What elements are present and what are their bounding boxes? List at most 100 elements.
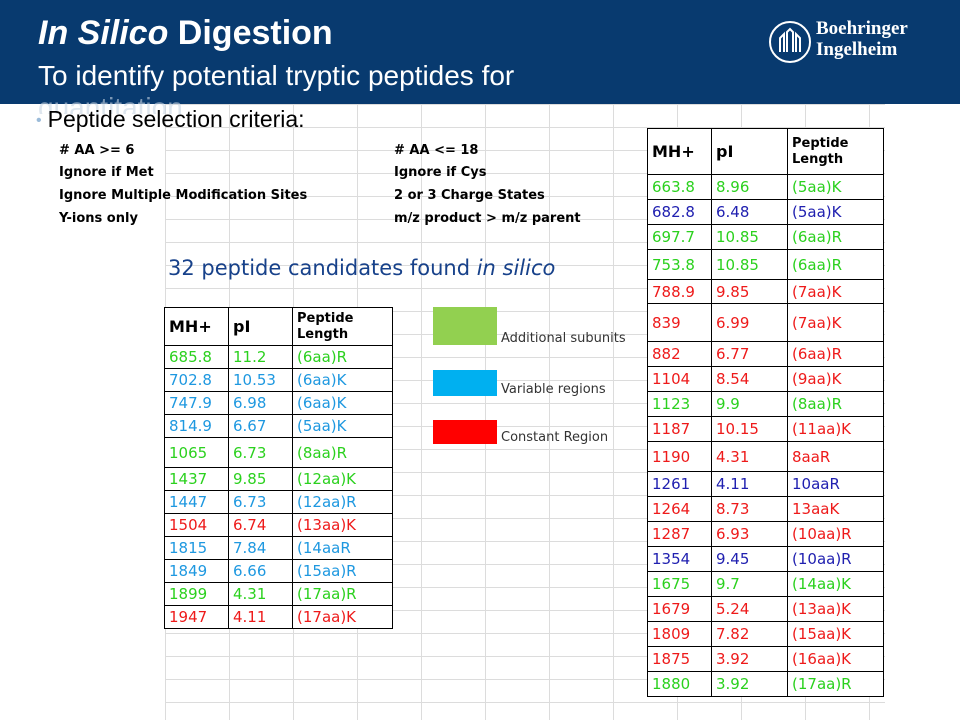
length-cell: (5aa)K <box>787 174 884 200</box>
legend-swatch <box>433 370 497 396</box>
criterion-right-2: Ignore if Cys <box>394 165 487 180</box>
table-row: 1815 7.84 (14aaR <box>164 536 393 560</box>
header-length-line1: Peptide <box>792 135 849 151</box>
length-cell: (15aa)K <box>787 621 884 647</box>
length-cell: 8aaR <box>787 441 884 472</box>
length-cell: (7aa)K <box>787 303 884 342</box>
slide-title-rest: Digestion <box>168 14 333 52</box>
mh-cell: 1264 <box>647 496 712 522</box>
length-cell: (15aa)R <box>292 559 393 583</box>
table-row: 1104 8.54 (9aa)K <box>647 366 884 392</box>
table-row: 1504 6.74 (13aa)K <box>164 513 393 537</box>
mh-cell: 788.9 <box>647 279 712 304</box>
pi-cell: 10.85 <box>711 249 788 280</box>
pi-cell: 6.67 <box>228 414 293 438</box>
table-row: 1190 4.31 8aaR <box>647 441 884 472</box>
criterion-left-4: Y-ions only <box>59 211 138 226</box>
table-row: 1947 4.11 (17aa)K <box>164 605 393 629</box>
header-pi: pI <box>711 128 788 175</box>
legend-swatch <box>433 307 497 345</box>
table-row: 1437 9.85 (12aa)K <box>164 467 393 491</box>
header-length: Peptide Length <box>787 128 884 175</box>
table-row: 747.9 6.98 (6aa)K <box>164 391 393 415</box>
mh-cell: 1899 <box>164 582 229 606</box>
length-cell: (5aa)K <box>787 199 884 225</box>
pi-cell: 8.73 <box>711 496 788 522</box>
pi-cell: 9.85 <box>228 467 293 491</box>
logo-line-2: Ingelheim <box>816 39 898 60</box>
pi-cell: 10.53 <box>228 368 293 392</box>
table-row: 1187 10.15 (11aa)K <box>647 416 884 442</box>
mh-cell: 814.9 <box>164 414 229 438</box>
length-cell: (13aa)K <box>292 513 393 537</box>
criteria-bullet: • Peptide selection criteria: <box>36 106 305 133</box>
mh-cell: 1437 <box>164 467 229 491</box>
legend-label: Additional subunits <box>501 331 626 346</box>
table-row: 1679 5.24 (13aa)K <box>647 596 884 622</box>
legend-label: Constant Region <box>501 430 609 445</box>
table-row: 1065 6.73 (8aa)R <box>164 437 393 468</box>
table-row: 814.9 6.67 (5aa)K <box>164 414 393 438</box>
header-length: Peptide Length <box>292 307 393 346</box>
length-cell: (6aa)K <box>292 368 393 392</box>
mh-cell: 702.8 <box>164 368 229 392</box>
length-cell: (17aa)R <box>292 582 393 606</box>
pi-cell: 3.92 <box>711 646 788 672</box>
length-cell: (17aa)K <box>292 605 393 629</box>
table-row: 682.8 6.48 (5aa)K <box>647 199 884 225</box>
table-row: 1880 3.92 (17aa)R <box>647 671 884 697</box>
mh-cell: 697.7 <box>647 224 712 250</box>
mh-cell: 1287 <box>647 521 712 547</box>
pi-cell: 4.31 <box>711 441 788 472</box>
pi-cell: 6.73 <box>228 437 293 468</box>
pi-cell: 6.73 <box>228 490 293 514</box>
mh-cell: 1849 <box>164 559 229 583</box>
length-cell: (12aa)R <box>292 490 393 514</box>
mh-cell: 685.8 <box>164 345 229 369</box>
table-row: 839 6.99 (7aa)K <box>647 303 884 342</box>
table-row: 1123 9.9 (8aa)R <box>647 391 884 417</box>
mh-cell: 882 <box>647 341 712 367</box>
header-mh: MH+ <box>164 307 229 346</box>
criterion-left-3: Ignore Multiple Modification Sites <box>59 188 308 203</box>
length-cell: (10aa)R <box>787 546 884 572</box>
table-row: 753.8 10.85 (6aa)R <box>647 249 884 280</box>
table-header-row: MH+ pI Peptide Length <box>647 128 884 175</box>
pi-cell: 9.45 <box>711 546 788 572</box>
criteria-heading: Peptide selection criteria: <box>47 106 305 132</box>
legend-label: Variable regions <box>501 382 606 397</box>
pi-cell: 7.82 <box>711 621 788 647</box>
table-row: 685.8 11.2 (6aa)R <box>164 345 393 369</box>
pi-cell: 6.48 <box>711 199 788 225</box>
pi-cell: 10.85 <box>711 224 788 250</box>
pi-cell: 5.24 <box>711 596 788 622</box>
length-cell: (16aa)K <box>787 646 884 672</box>
pi-cell: 3.92 <box>711 671 788 697</box>
candidates-prefix: 32 peptide candidates found <box>168 256 477 280</box>
table-row: 702.8 10.53 (6aa)K <box>164 368 393 392</box>
length-cell: (7aa)K <box>787 279 884 304</box>
length-cell: (14aa)K <box>787 571 884 597</box>
pi-cell: 6.99 <box>711 303 788 342</box>
mh-cell: 839 <box>647 303 712 342</box>
table-row: 1899 4.31 (17aa)R <box>164 582 393 606</box>
header-mh: MH+ <box>647 128 712 175</box>
mh-cell: 663.8 <box>647 174 712 200</box>
pi-cell: 8.54 <box>711 366 788 392</box>
header-length-line2: Length <box>792 151 844 167</box>
table-row: 882 6.77 (6aa)R <box>647 341 884 367</box>
length-cell: (13aa)K <box>787 596 884 622</box>
mh-cell: 753.8 <box>647 249 712 280</box>
criterion-left-2: Ignore if Met <box>59 165 154 180</box>
criterion-right-4: m/z product > m/z parent <box>394 211 581 226</box>
length-cell: (8aa)R <box>787 391 884 417</box>
legend-swatch <box>433 420 497 444</box>
length-cell: (6aa)R <box>292 345 393 369</box>
table-row: 1447 6.73 (12aa)R <box>164 490 393 514</box>
table-header-row: MH+ pI Peptide Length <box>164 307 393 346</box>
length-cell: (6aa)R <box>787 224 884 250</box>
pi-cell: 10.15 <box>711 416 788 442</box>
length-cell: (8aa)R <box>292 437 393 468</box>
pi-cell: 11.2 <box>228 345 293 369</box>
subtitle-overflow-text: quantitation <box>38 92 183 114</box>
